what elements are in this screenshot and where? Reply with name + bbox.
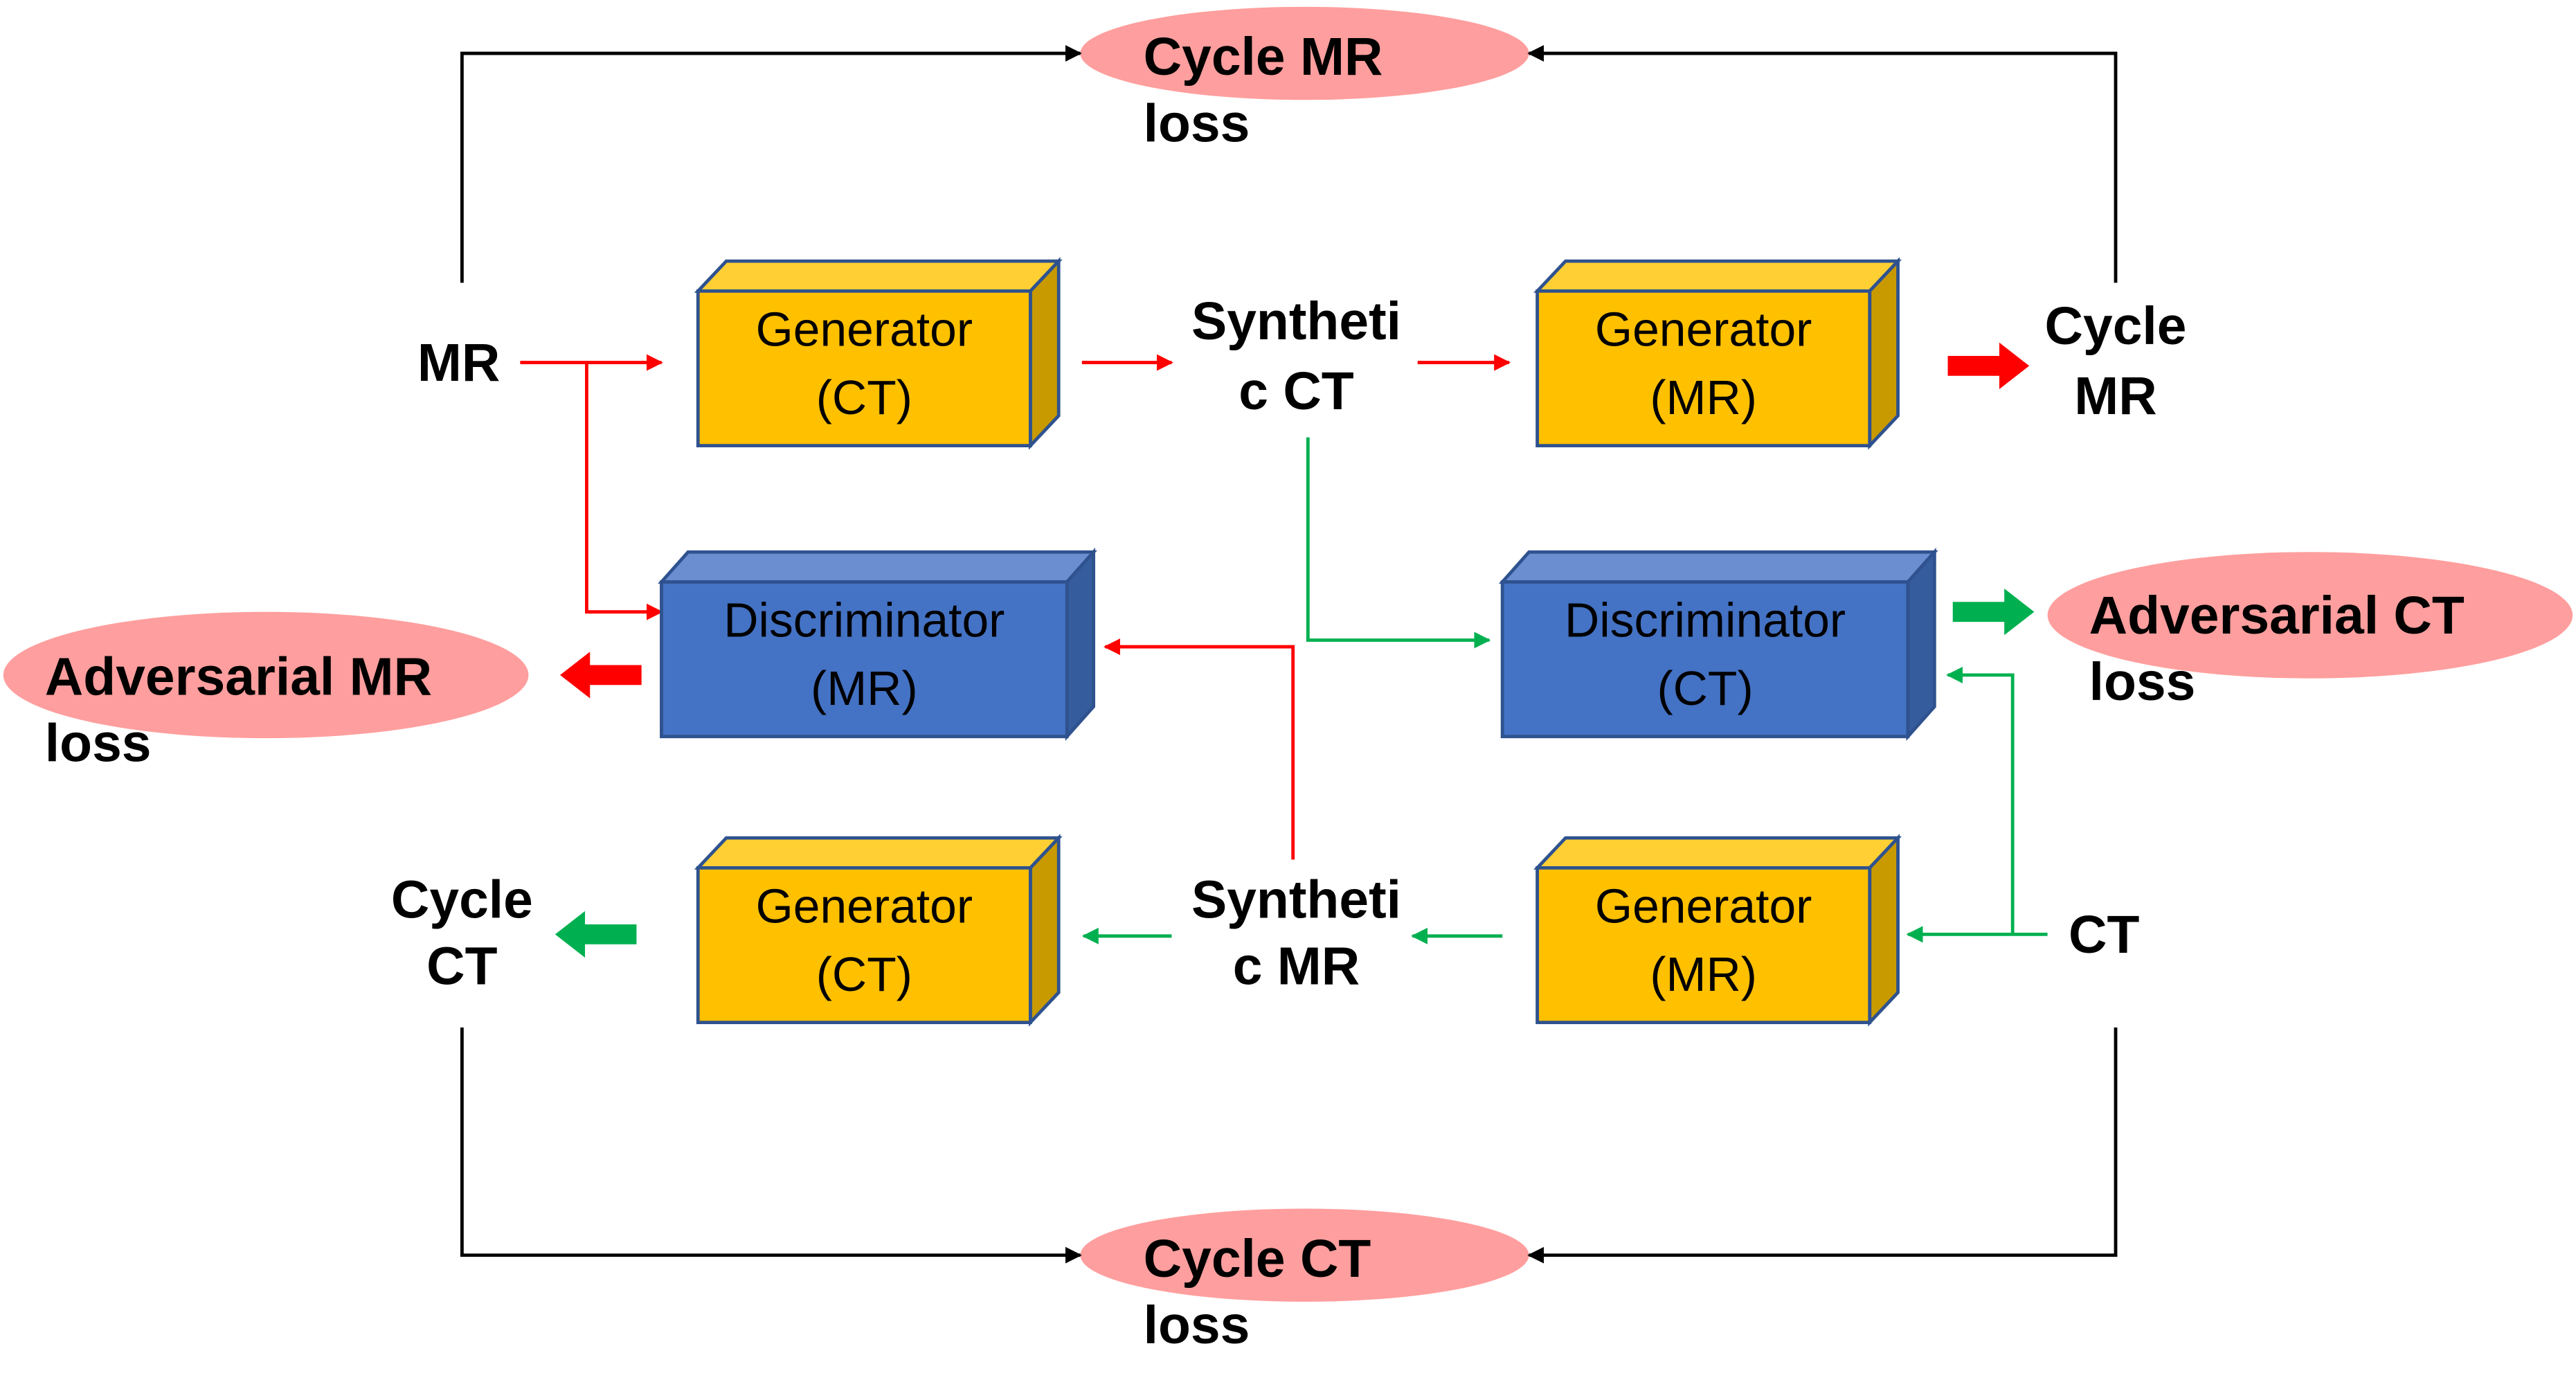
cycle-ct-label-2: CT [426,936,497,996]
cycle-connectors [460,45,2118,1264]
cycle-mr-label: Cycle [2045,296,2187,356]
disc-ct-type: (CT) [1657,661,1753,715]
gen-ct-top-title: Generator [756,303,973,357]
adv-ct-loss-ellipse [2047,552,2573,679]
cycle-mr-label-2: MR [2074,366,2156,426]
gen-mr-bottom-title: Generator [1595,879,1812,933]
disc-mr-type: (MR) [811,661,918,715]
gen-mr-top-box: Generator (MR) [1533,257,1902,450]
mr-path-arrows [520,354,1511,860]
adv-mr-loss-label-2: loss [45,714,152,773]
ct-input-label: CT [2069,905,2139,965]
synthetic-mr-label: Syntheti [1191,870,1401,929]
gen-mr-bottom-type: (MR) [1650,947,1757,1001]
ct-path-arrows [1081,437,2048,944]
cycle-ct-loss-label: Cycle CT [1144,1229,1371,1289]
synthetic-ct-label-2: c CT [1239,361,1354,421]
adv-mr-output-arrow [560,652,642,699]
adv-mr-loss-ellipse [3,611,529,739]
cycle-ct-loss-ellipse [1080,1208,1529,1302]
cycle-ct-loss-label-2: loss [1144,1296,1250,1355]
cycle-mr-loss-ellipse [1080,6,1529,100]
gen-ct-bottom-type: (CT) [816,947,912,1001]
gen-ct-top-type: (CT) [816,370,912,424]
gen-ct-bottom-box: Generator (CT) [694,834,1063,1027]
cycle-ct-label: Cycle [391,870,533,929]
synthetic-ct-label: Syntheti [1191,292,1401,351]
cycle-mr-loss-label: Cycle MR [1144,27,1383,87]
gen-ct-bottom-title: Generator [756,879,973,933]
disc-mr-title: Discriminator [723,593,1005,647]
disc-ct-title: Discriminator [1565,593,1846,647]
cycle-ct-output-arrow [555,911,637,958]
gen-ct-top-box: Generator (CT) [694,257,1063,450]
mr-input-label: MR [417,333,500,393]
synthetic-mr-label-2: c MR [1233,936,1360,996]
adv-mr-loss-label: Adversarial MR [45,647,432,707]
disc-mr-box: Discriminator (MR) [658,547,1097,742]
disc-ct-box: Discriminator (CT) [1498,547,1938,742]
adv-ct-loss-label: Adversarial CT [2089,586,2465,645]
gen-mr-bottom-box: Generator (MR) [1533,834,1902,1027]
adv-ct-loss-label-2: loss [2089,652,2196,712]
gen-mr-top-title: Generator [1595,303,1812,357]
cycle-mr-output-arrow [1947,342,2030,389]
gen-mr-top-type: (MR) [1650,370,1757,424]
cycle-mr-loss-label-2: loss [1144,93,1250,153]
adv-ct-output-arrow [1952,589,2035,636]
